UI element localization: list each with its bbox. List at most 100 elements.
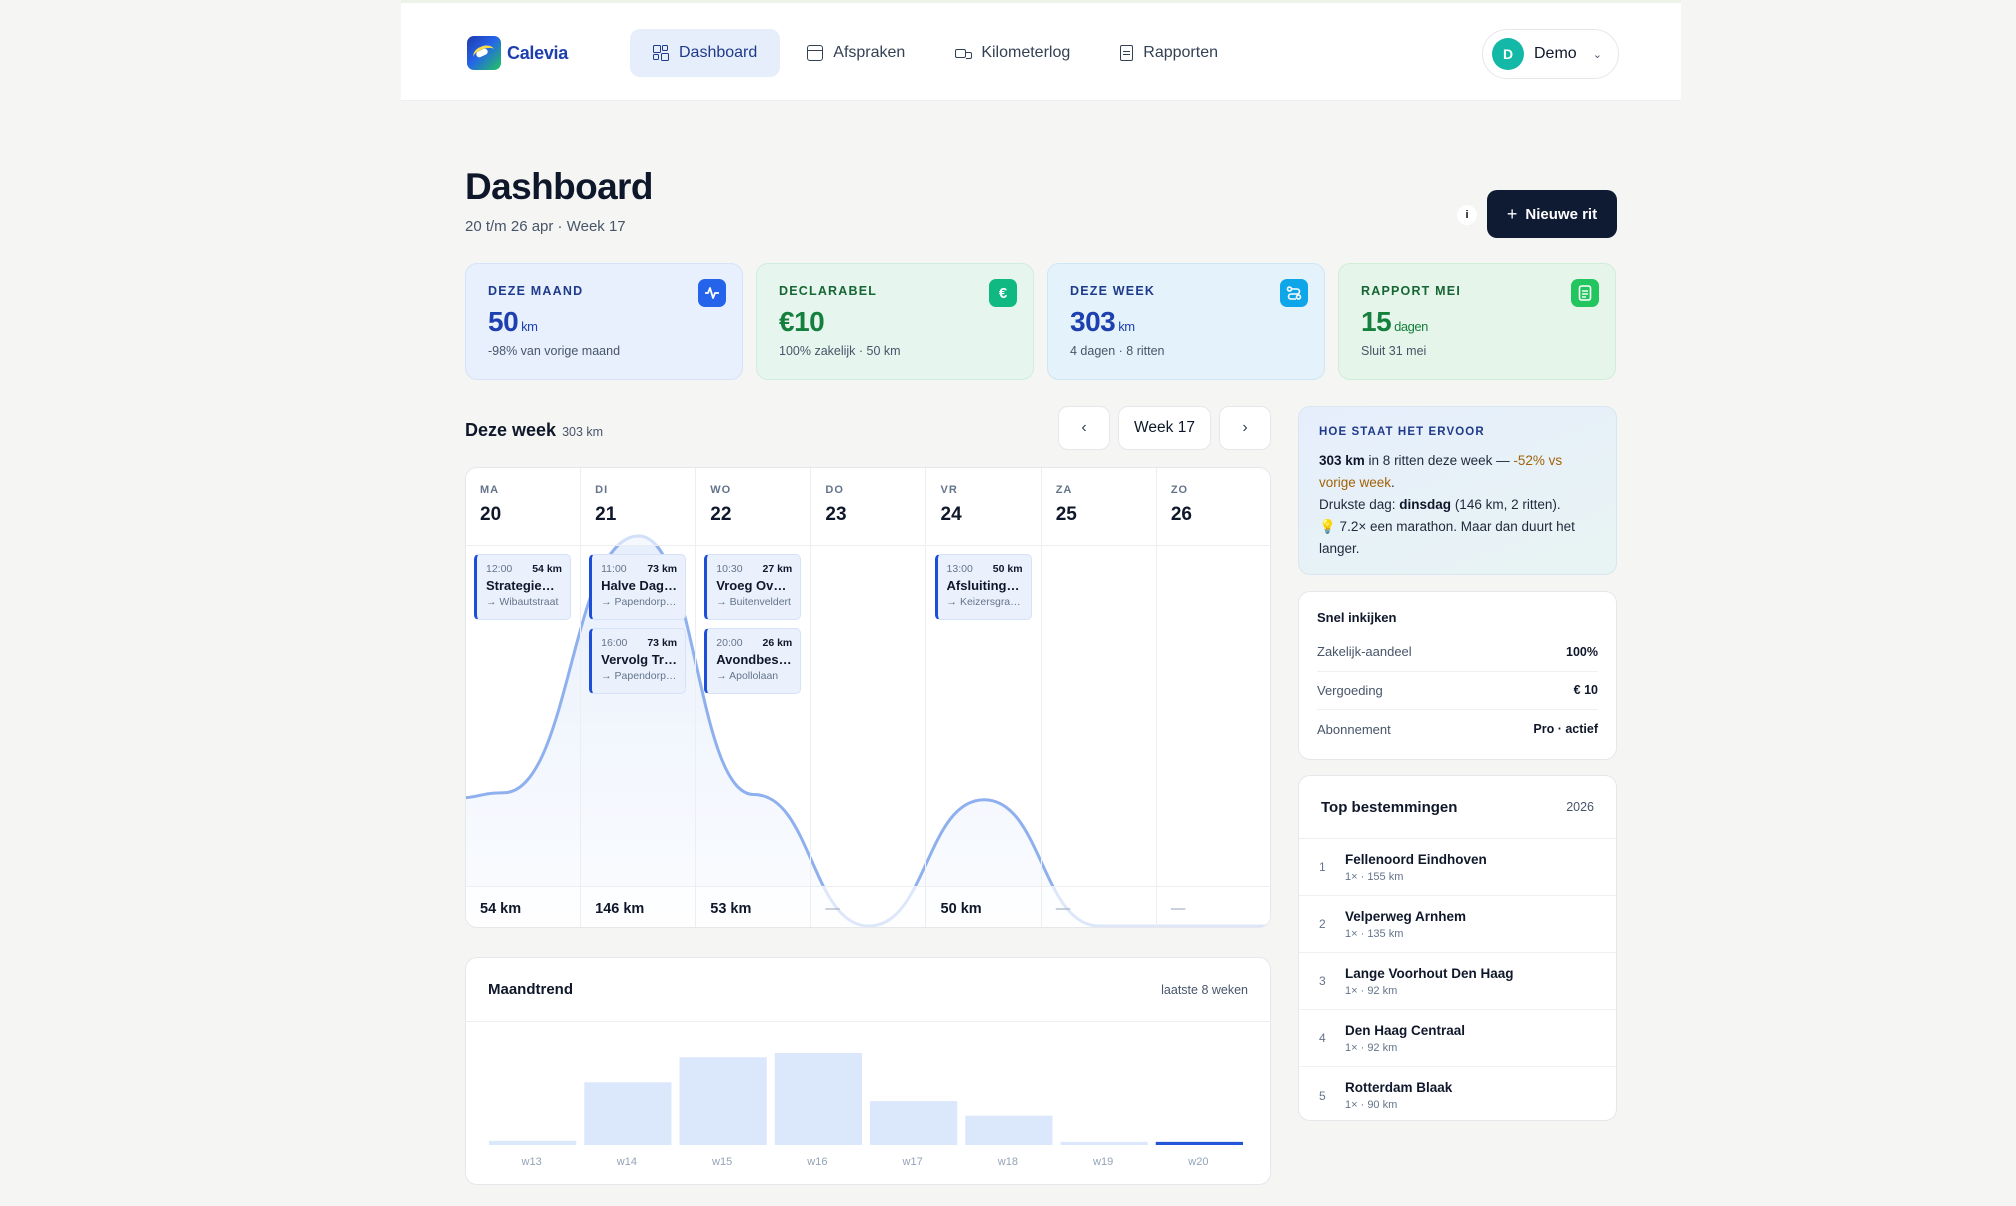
stat-card-month[interactable]: DEZE MAAND 50 km -98% van vorige maand: [465, 263, 743, 380]
ride-event[interactable]: 13:00 50 km Afsluiting Project → Keizersgra…: [934, 554, 1032, 620]
stat-label: DECLARABEL: [779, 284, 878, 298]
day-column-zo[interactable]: ZO 26 —: [1156, 468, 1270, 927]
stat-label: RAPPORT MEI: [1361, 284, 1462, 298]
trend-title: Maandtrend: [488, 981, 574, 998]
main-nav: Dashboard Afspraken Kilometerlog Rapport…: [630, 29, 1241, 77]
day-column-di[interactable]: DI 21 146 km 11:00 73 km Halve Dag Workshop → …: [581, 468, 697, 927]
document-icon: [1120, 45, 1134, 61]
event-time: 13:00: [946, 563, 973, 575]
list-item[interactable]: 5 Rotterdam Blaak 1× · 90 km: [1319, 1080, 1453, 1111]
week-selector[interactable]: Week 17: [1118, 406, 1211, 450]
event-destination: → Buitenveldert: [716, 596, 791, 608]
event-km: 54 km: [532, 563, 562, 575]
stat-card-report[interactable]: RAPPORT MEI 15 dagen Sluit 31 mei: [1338, 263, 1616, 380]
stat-sub: 4 dagen · 8 ritten: [1070, 344, 1165, 358]
stat-label: DEZE MAAND: [488, 284, 584, 298]
logo-text: Calevia: [507, 42, 568, 63]
day-column-wo[interactable]: WO 22 53 km 10:30 27 km Vroeg Overleg → Buiten…: [696, 468, 812, 927]
page-subtitle: 20 t/m 26 apr · Week 17: [465, 218, 626, 235]
event-time: 12:00: [486, 563, 513, 575]
info-button[interactable]: i: [1457, 205, 1477, 225]
nav-kilometerlog[interactable]: Kilometerlog: [932, 29, 1093, 77]
chevron-left-icon: ‹: [1081, 419, 1087, 436]
event-destination: → Apollolaan: [716, 670, 779, 682]
insight-tip: 💡 7.2× een marathon. Maar dan duurt het …: [1319, 519, 1575, 556]
day-number: 20: [480, 504, 502, 525]
list-item[interactable]: 3 Lange Voorhout Den Haag 1× · 92 km: [1299, 953, 1616, 1010]
insight-card: HOE STAAT HET ERVOOR 303 km in 8 ritten …: [1298, 406, 1617, 575]
day-name: WO: [710, 484, 732, 496]
trend-bar-w15[interactable]: [679, 1057, 767, 1145]
day-column-do[interactable]: DO 23 —: [811, 468, 927, 927]
day-total: —: [1156, 886, 1270, 927]
top-destinations-year[interactable]: 2026: [1566, 800, 1594, 814]
ride-event[interactable]: 20:00 26 km Avondbespreking → Apollolaan: [704, 628, 802, 694]
report-icon: [1571, 279, 1599, 307]
event-time: 10:30: [716, 563, 743, 575]
ride-event[interactable]: 12:00 54 km Strategiegesprek → Wibautstraat: [474, 554, 571, 620]
event-title: Vroeg Overleg: [716, 578, 792, 593]
top-destinations-card: Top bestemmingen 2026 1 Fellenoord Eindho…: [1298, 775, 1617, 1121]
logo[interactable]: Calevia: [467, 36, 568, 70]
day-column-vr[interactable]: VR 24 50 km 13:00 50 km Afsluiting Project → K…: [926, 468, 1042, 927]
nav-dashboard[interactable]: Dashboard: [630, 29, 781, 77]
trend-bar-w13[interactable]: [489, 1140, 577, 1145]
stat-card-declarabel[interactable]: DECLARABEL €10 100% zakelijk · 50 km €: [756, 263, 1034, 380]
day-header: WO 22: [696, 468, 811, 546]
trend-tick-label: w14: [616, 1156, 637, 1168]
day-column-ma[interactable]: MA 20 54 km 12:00 54 km Strategiegesprek → Wib…: [466, 468, 581, 927]
calendar-icon: [807, 45, 824, 61]
list-item[interactable]: 2 Velperweg Arnhem 1× · 135 km: [1299, 896, 1616, 953]
quick-view-title: Snel inkijken: [1317, 610, 1397, 625]
insight-heading: HOE STAAT HET ERVOOR: [1319, 426, 1485, 438]
day-number: 21: [595, 504, 617, 525]
event-destination: → Keizersgracht: [946, 596, 1023, 608]
day-total: 53 km: [696, 886, 811, 927]
day-number: 22: [710, 504, 732, 525]
trend-bar-w18[interactable]: [965, 1115, 1053, 1145]
quick-view-row: Abonnement Pro · actief: [1317, 721, 1598, 737]
day-number: 26: [1170, 504, 1192, 525]
list-item[interactable]: 4 Den Haag Centraal 1× · 92 km: [1299, 1010, 1616, 1067]
ride-event[interactable]: 10:30 27 km Vroeg Overleg → Buitenveldert: [704, 554, 802, 620]
day-number: 23: [825, 504, 847, 525]
day-name: MA: [480, 484, 500, 496]
top-destinations-title: Top bestemmingen: [1321, 798, 1458, 816]
ride-event[interactable]: 16:00 73 km Vervolg Training → Papendorpsew…: [589, 628, 687, 694]
event-title: Vervolg Training: [601, 652, 677, 667]
stat-card-week[interactable]: DEZE WEEK 303 km 4 dagen · 8 ritten: [1047, 263, 1325, 380]
stat-value: 50 km: [488, 306, 538, 337]
event-destination: → Papendorpseweg: [601, 670, 678, 682]
event-km: 26 km: [762, 637, 793, 649]
list-item[interactable]: 1 Fellenoord Eindhoven 1× · 155 km: [1299, 839, 1616, 896]
trend-header: Maandtrend laatste 8 weken: [466, 958, 1270, 1022]
trend-bar-w17[interactable]: [870, 1101, 958, 1145]
event-time: 11:00: [601, 563, 627, 575]
day-header: DI 21: [581, 468, 696, 546]
quick-view-row: Vergoeding € 10: [1317, 672, 1598, 710]
trend-bar-w19[interactable]: [1060, 1141, 1148, 1145]
day-column-za[interactable]: ZA 25 —: [1041, 468, 1157, 927]
user-name: Demo: [1534, 45, 1577, 62]
trend-bar-w20[interactable]: [1155, 1141, 1243, 1145]
top-bar: Calevia Dashboard Afspraken Kilometerlog…: [401, 0, 1681, 101]
prev-week-button[interactable]: ‹: [1058, 406, 1110, 450]
nav-afspraken[interactable]: Afspraken: [784, 29, 928, 77]
nav-rapporten-label: Rapporten: [1143, 44, 1218, 61]
ride-event[interactable]: 11:00 73 km Halve Dag Workshop → Papendorps…: [589, 554, 687, 620]
stat-sub: 100% zakelijk · 50 km: [779, 344, 901, 358]
event-km: 73 km: [647, 563, 678, 575]
next-week-button[interactable]: ›: [1219, 406, 1271, 450]
nav-kilometerlog-label: Kilometerlog: [981, 44, 1071, 61]
event-time: 20:00: [716, 637, 743, 649]
euro-icon: €: [989, 279, 1017, 307]
trend-bar-w14[interactable]: [584, 1082, 672, 1145]
user-menu-button[interactable]: D Demo ⌄: [1482, 29, 1619, 79]
nav-rapporten[interactable]: Rapporten: [1097, 29, 1241, 77]
route-icon: [1280, 279, 1308, 307]
day-name: DI: [595, 484, 609, 496]
new-ride-button[interactable]: + Nieuwe rit: [1487, 190, 1617, 238]
nav-dashboard-label: Dashboard: [679, 44, 758, 61]
event-time: 16:00: [601, 637, 628, 649]
trend-bar-w16[interactable]: [774, 1053, 862, 1145]
